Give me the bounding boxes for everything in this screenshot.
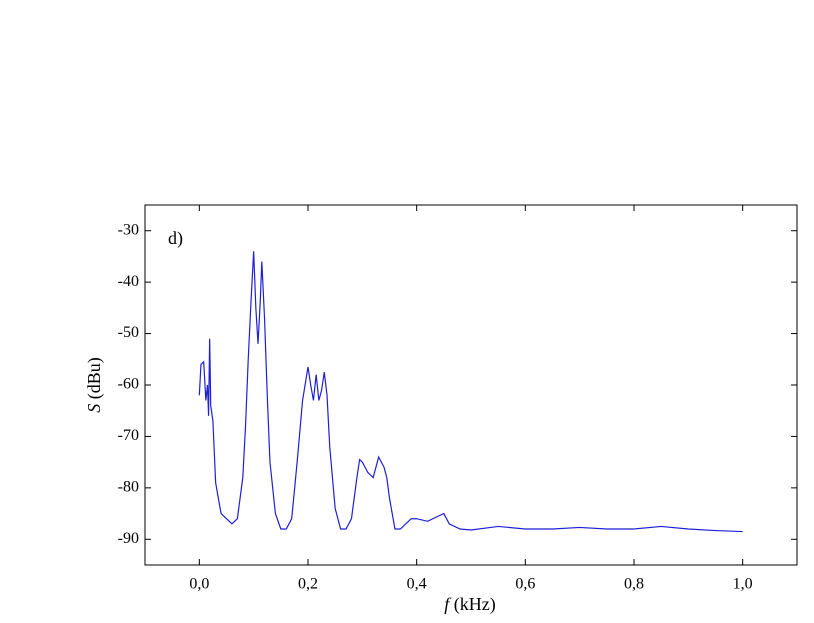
y-tick-label: -80 — [118, 479, 139, 496]
x-tick-label: 0,2 — [298, 576, 318, 593]
y-tick-label: -60 — [118, 376, 139, 393]
y-tick-label: -30 — [118, 221, 139, 238]
x-label-symbol: f — [444, 594, 452, 614]
y-tick-label: -40 — [118, 273, 139, 290]
x-axis-label: f (kHz) — [444, 594, 496, 615]
annotation: d) — [168, 228, 183, 249]
x-label-unit: (kHz) — [449, 594, 495, 615]
x-tick-label: 0,6 — [515, 576, 535, 593]
x-tick-label: 0,0 — [189, 576, 209, 593]
y-label-unit: (dBu) — [84, 357, 105, 404]
y-tick-label: -90 — [118, 530, 139, 547]
x-tick-label: 1,0 — [733, 576, 753, 593]
y-label-symbol: S — [84, 404, 104, 413]
spectrum-line — [198, 251, 743, 533]
y-tick-label: -70 — [118, 427, 139, 444]
y-axis-label: S (dBu) — [84, 357, 105, 413]
y-tick-label: -50 — [118, 324, 139, 341]
x-tick-label: 0,4 — [407, 576, 427, 593]
x-tick-label: 0,8 — [624, 576, 644, 593]
plot-frame — [144, 204, 798, 566]
